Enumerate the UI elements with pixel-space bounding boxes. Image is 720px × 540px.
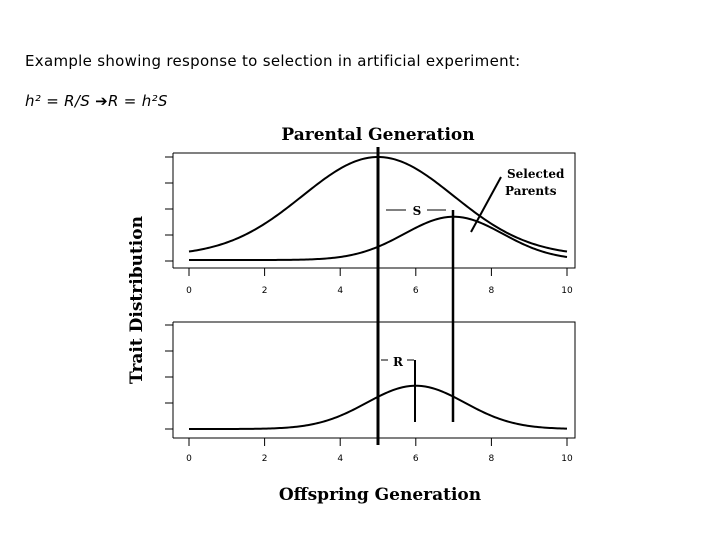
x-tick-label: 2: [262, 286, 268, 296]
annotations: Selected Parents S R: [381, 167, 565, 422]
caption: Example showing response to selection in…: [25, 52, 521, 70]
offspring-generation-title: Offspring Generation: [279, 485, 481, 505]
formula-left: h² = R/S: [25, 92, 96, 110]
heritability-formula: h² = R/S ➔R = h²S: [25, 92, 168, 110]
arrow-icon: ➔: [95, 92, 108, 110]
parental-x-ticks: 0 2 4 6 8 10: [186, 268, 573, 296]
x-tick-label: 0: [186, 454, 192, 464]
x-tick-label: 4: [337, 286, 343, 296]
x-tick-label: 8: [489, 286, 495, 296]
x-tick-label: 0: [186, 286, 192, 296]
x-tick-label: 10: [561, 286, 573, 296]
parental-generation-title: Parental Generation: [281, 125, 474, 145]
selected-parents-pointer: [470, 176, 502, 233]
response-label: R: [393, 355, 404, 369]
x-tick-label: 2: [262, 454, 268, 464]
selection-differential-label: S: [413, 204, 422, 218]
x-tick-label: 4: [337, 454, 343, 464]
selected-parents-label-line2: Parents: [505, 184, 557, 198]
offspring-plot-frame: [165, 321, 576, 439]
offspring-x-ticks: 0 2 4 6 8 10: [186, 438, 573, 464]
x-tick-label: 10: [561, 454, 573, 464]
x-tick-label: 6: [413, 286, 419, 296]
formula-right: R = h²S: [107, 92, 168, 110]
x-tick-label: 8: [489, 454, 495, 464]
x-tick-label: 6: [413, 454, 419, 464]
y-axis-label: Trait Distribution: [127, 216, 147, 384]
selected-parents-label-line1: Selected: [507, 167, 565, 181]
plot-border: [173, 321, 576, 439]
